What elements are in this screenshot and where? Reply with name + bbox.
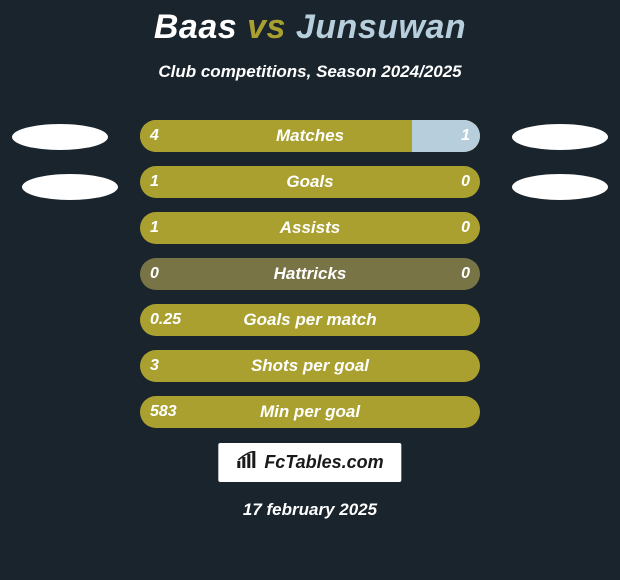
comparison-card: Baas vs Junsuwan Club competitions, Seas… <box>0 0 620 580</box>
stat-row: Shots per goal3 <box>0 350 620 382</box>
stats-rows: Matches41Goals10Assists10Hattricks00Goal… <box>0 120 620 442</box>
bar-track <box>140 396 480 428</box>
stat-row: Goals10 <box>0 166 620 198</box>
stat-row: Hattricks00 <box>0 258 620 290</box>
chart-icon <box>236 451 258 474</box>
watermark-text: FcTables.com <box>264 452 383 473</box>
stat-value-right: 1 <box>461 120 470 152</box>
player1-name: Baas <box>154 8 237 46</box>
bar-track <box>140 120 480 152</box>
bar-track <box>140 166 480 198</box>
stat-value-left: 0 <box>150 258 159 290</box>
stat-value-left: 0.25 <box>150 304 181 336</box>
bar-track <box>140 258 480 290</box>
stat-row: Min per goal583 <box>0 396 620 428</box>
watermark: FcTables.com <box>218 443 401 482</box>
stat-value-right: 0 <box>461 212 470 244</box>
bar-track <box>140 304 480 336</box>
stat-value-left: 1 <box>150 166 159 198</box>
player2-name: Junsuwan <box>296 8 466 46</box>
stat-value-left: 3 <box>150 350 159 382</box>
stat-row: Goals per match0.25 <box>0 304 620 336</box>
stat-value-left: 4 <box>150 120 159 152</box>
stat-row: Matches41 <box>0 120 620 152</box>
page-title: Baas vs Junsuwan <box>0 8 620 47</box>
bar-left <box>140 120 412 152</box>
stat-value-left: 583 <box>150 396 177 428</box>
stat-row: Assists10 <box>0 212 620 244</box>
bar-track <box>140 350 480 382</box>
stat-value-right: 0 <box>461 166 470 198</box>
bar-track <box>140 212 480 244</box>
stat-value-left: 1 <box>150 212 159 244</box>
subtitle: Club competitions, Season 2024/2025 <box>0 62 620 82</box>
vs-text: vs <box>247 8 286 46</box>
stat-value-right: 0 <box>461 258 470 290</box>
date-text: 17 february 2025 <box>0 500 620 520</box>
